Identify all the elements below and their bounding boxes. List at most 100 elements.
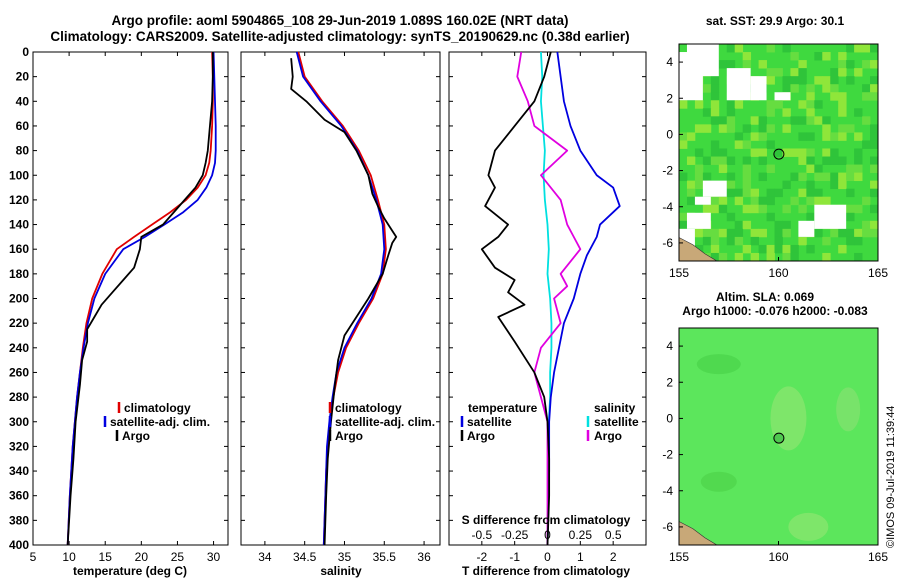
sla-anomaly — [788, 512, 829, 541]
sst-cell — [694, 172, 704, 182]
figure-title-line2: Climatology: CARS2009. Satellite-adjuste… — [50, 29, 629, 44]
sst-cell — [734, 132, 744, 141]
sst-cell — [822, 52, 831, 61]
x-tick-label: -1 — [509, 550, 520, 564]
x-tick-label: 35.5 — [373, 550, 397, 564]
sst-cell — [694, 100, 704, 109]
y-tick-label: 400 — [9, 538, 29, 552]
sst-cell — [854, 228, 863, 238]
sst-cell — [870, 84, 879, 93]
imos-watermark: ©IMOS 09-Jul-2019 11:39:44 — [885, 406, 897, 548]
sla-map: 155 160 165 4 2 0 -2 -4 -6 — [662, 327, 888, 564]
sst-cell — [774, 100, 783, 109]
series-line-s-argo — [516, 51, 582, 545]
series-line-t-satellite — [546, 51, 621, 546]
sst-cell — [742, 180, 752, 190]
sst-cell — [679, 100, 688, 109]
sla-map-title: Altim. SLA: 0.069 — [716, 290, 814, 304]
sst-cell — [750, 228, 759, 238]
map-y-tick-label: 4 — [666, 339, 673, 353]
salinity-legend: climatology satellite-adj. clim. Argo — [328, 401, 435, 443]
sst-cell — [830, 180, 839, 190]
sst-cell — [750, 116, 759, 125]
sst-cell — [726, 124, 736, 133]
y-tick-label: 200 — [9, 292, 29, 306]
sst-cell — [758, 172, 767, 182]
sst-cell — [822, 196, 831, 206]
sst-cell — [694, 228, 704, 238]
x-tick-label: 1 — [577, 550, 584, 564]
sst-cell — [798, 236, 807, 246]
map-y-tick-label: -2 — [662, 448, 673, 462]
sst-cell — [766, 108, 775, 117]
sst-cell — [870, 132, 879, 141]
sst-cell — [830, 132, 839, 141]
sst-cell — [798, 132, 807, 141]
y-tick-label: 80 — [16, 144, 30, 158]
sst-cell — [766, 44, 775, 53]
sst-cell — [718, 156, 728, 165]
x-tick-label: 15 — [99, 550, 113, 564]
sst-cell — [726, 212, 736, 222]
sst-cell — [854, 156, 863, 165]
sst-cell — [766, 124, 775, 133]
sla-anomaly — [700, 471, 737, 492]
legend-heading-salinity: salinity — [594, 401, 636, 415]
sst-cell — [742, 220, 752, 230]
sst-cell — [862, 140, 871, 149]
map-y-tick-label: -4 — [662, 484, 673, 498]
sst-cell — [742, 124, 752, 133]
series-line-argo — [66, 52, 214, 546]
map-x-tick-label: 160 — [768, 266, 788, 280]
sst-cell — [854, 108, 863, 117]
sst-cell — [702, 204, 712, 214]
y-tick-label: 0 — [22, 45, 29, 59]
sst-cell — [846, 44, 855, 53]
s-scale-tick-label: -0.25 — [501, 528, 529, 542]
sst-cell — [702, 124, 712, 133]
sst-cell — [822, 116, 831, 125]
sst-cell — [814, 164, 823, 173]
sst-cell — [710, 108, 720, 117]
sst-cell — [718, 228, 728, 238]
cloud-gap — [798, 220, 815, 237]
sst-cell — [742, 172, 752, 182]
sst-cell — [694, 124, 704, 133]
sst-cell — [710, 76, 720, 85]
map-y-tick-label: 0 — [666, 411, 673, 425]
sst-map: 155 160 165 4 2 0 -2 -4 -6 — [662, 43, 888, 280]
sla-anomaly — [836, 387, 861, 432]
sst-cell — [870, 44, 879, 53]
sst-cell — [726, 108, 736, 117]
sst-cell — [806, 244, 815, 254]
x-tick-label: 35 — [338, 550, 352, 564]
plot-frame — [32, 51, 229, 546]
sst-cell — [822, 148, 831, 157]
figure-title-line1: Argo profile: aoml 5904865_108 29-Jun-20… — [112, 13, 569, 28]
sst-cell — [806, 132, 815, 141]
sst-cell — [846, 236, 855, 246]
sst-cell — [718, 252, 728, 262]
sst-cell — [766, 140, 775, 149]
sst-cell — [838, 132, 847, 141]
legend-label-climatology: climatology — [335, 401, 402, 415]
sst-cell — [822, 252, 831, 262]
sst-cell — [838, 228, 847, 238]
map-y-tick-label: 4 — [666, 55, 673, 69]
sst-cell — [710, 100, 720, 109]
sst-cell — [862, 44, 871, 53]
sst-cell — [822, 124, 831, 133]
sst-cell — [790, 84, 799, 93]
sst-cell — [766, 100, 775, 109]
sst-cell — [774, 228, 783, 238]
sst-cell — [679, 172, 688, 182]
sst-cell — [726, 188, 736, 198]
sst-cell — [798, 172, 807, 182]
sst-cell — [798, 156, 807, 165]
sst-cell — [782, 244, 791, 254]
map-y-tick-label: 2 — [666, 375, 673, 389]
sst-cell — [798, 60, 807, 69]
argo-float-marker — [773, 148, 785, 160]
sst-cell — [854, 44, 863, 53]
sst-cell — [790, 116, 799, 125]
